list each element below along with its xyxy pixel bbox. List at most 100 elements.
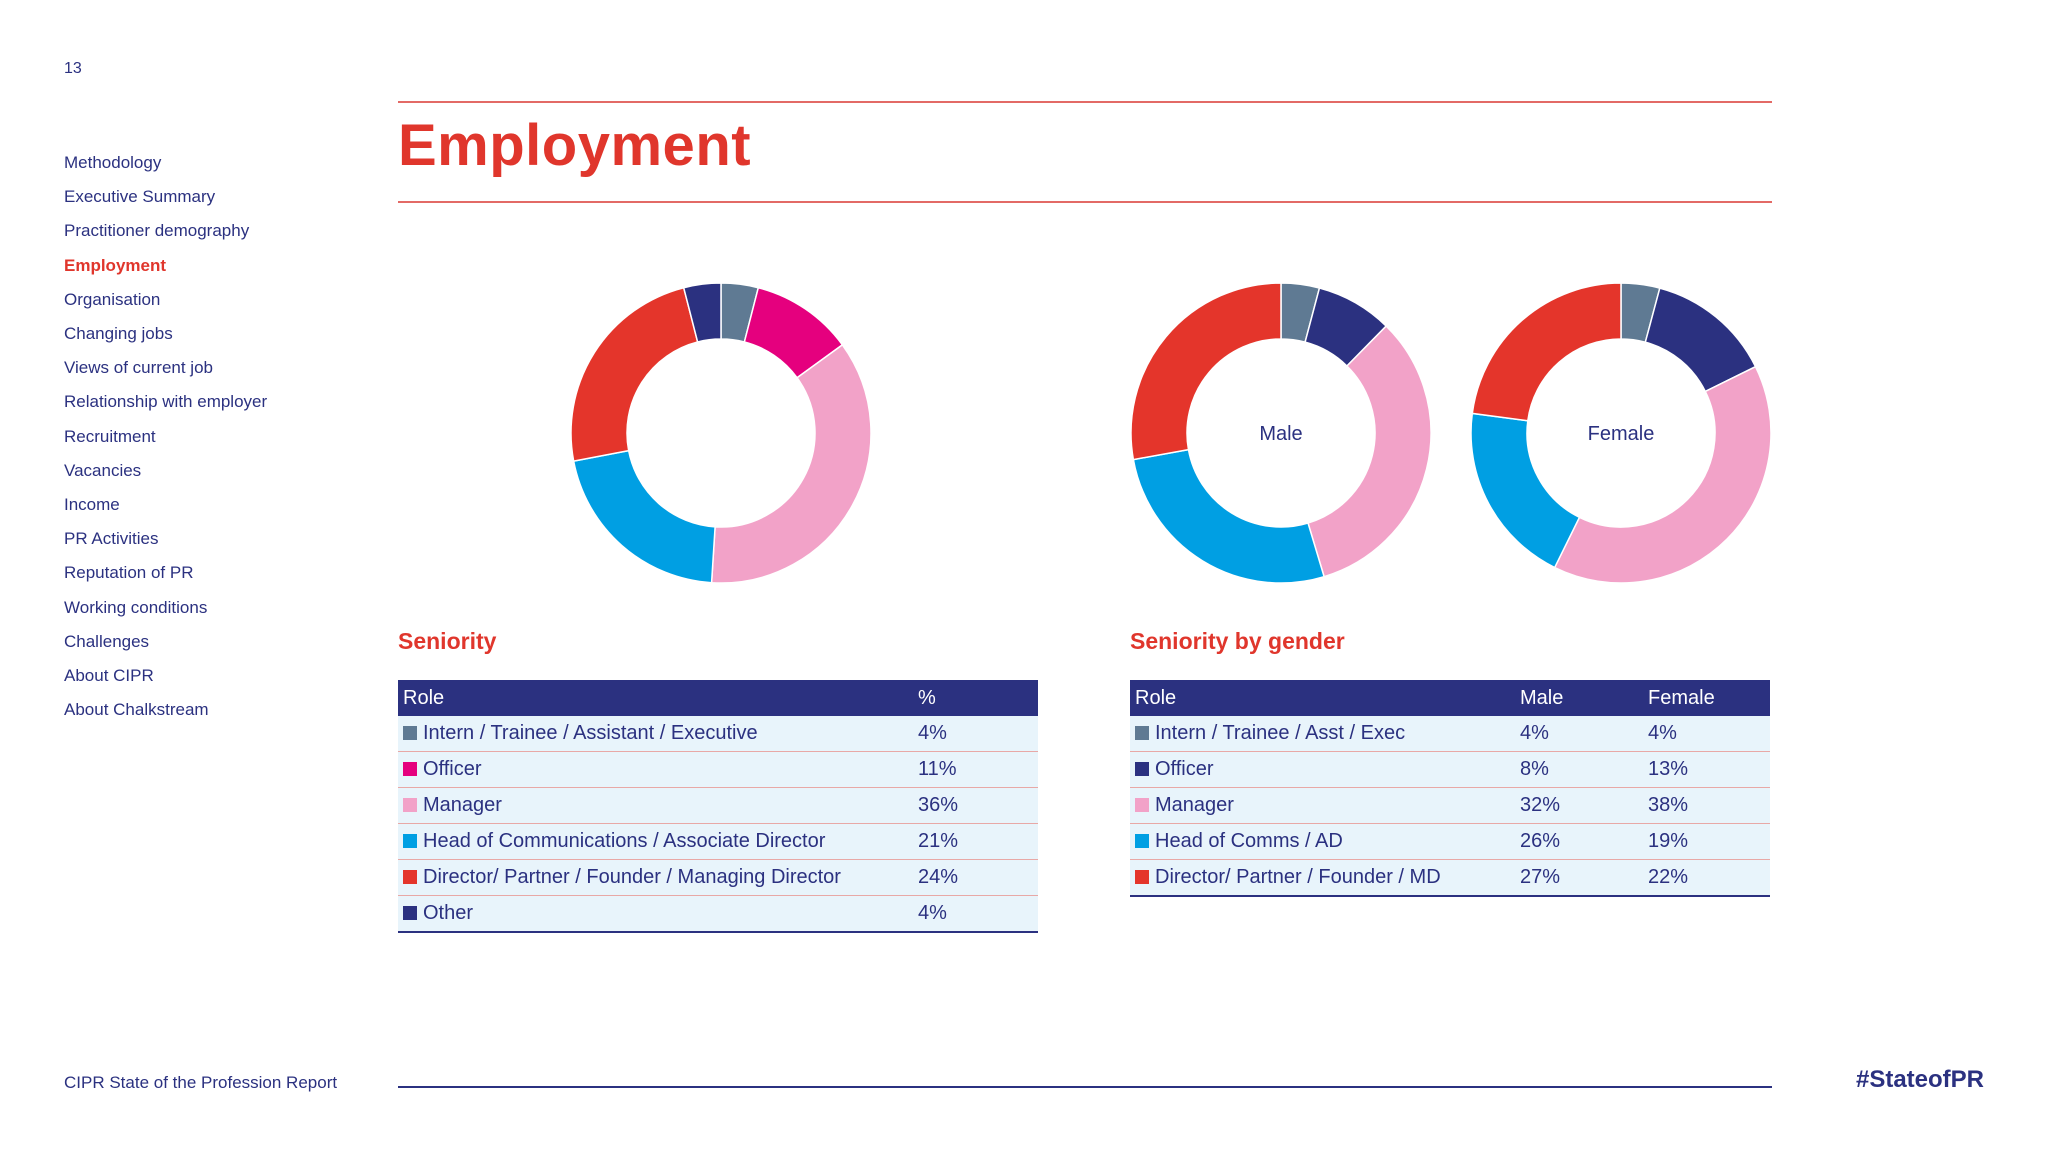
male-cell: 27%	[1515, 859, 1643, 897]
role-cell: Officer	[398, 751, 913, 788]
role-label: Manager	[423, 794, 502, 816]
seniority-donut-chart	[567, 279, 875, 587]
nav-item-methodology[interactable]: Methodology	[64, 153, 162, 172]
nav-item-challenges[interactable]: Challenges	[64, 631, 150, 651]
nav-item-executive-summary[interactable]: Executive Summary	[64, 187, 216, 207]
percent-cell: 11%	[913, 751, 1038, 788]
nav-item-about-chalkstream[interactable]: About Chalkstream	[64, 700, 209, 720]
female-cell: 13%	[1643, 751, 1770, 788]
header-role: Role	[398, 680, 913, 716]
male-donut-chart: Male	[1127, 279, 1435, 587]
nav-item-views-of-current-job[interactable]: Views of current job	[64, 358, 213, 378]
page-title: Employment	[398, 113, 752, 178]
nav-item-changing-jobs[interactable]: Changing jobs	[64, 324, 173, 344]
table-row: Head of Communications / Associate Direc…	[398, 823, 1038, 860]
female-cell: 38%	[1643, 787, 1770, 824]
role-label: Officer	[1155, 758, 1214, 780]
female-cell: 4%	[1643, 716, 1770, 752]
legend-swatch	[1135, 834, 1149, 848]
legend-swatch	[403, 870, 417, 884]
female-slice-head-of-comms-ad	[1470, 412, 1581, 569]
nav-item-vacancies[interactable]: Vacancies	[64, 460, 142, 480]
seniority-by-gender-table: Role Male Female Intern / Trainee / Asst…	[1130, 680, 1770, 897]
table-row: Manager 32% 38%	[1130, 787, 1770, 824]
role-label: Director/ Partner / Founder / MD	[1155, 866, 1441, 888]
male-slice-head-of-comms-ad	[1132, 448, 1326, 584]
male-donut-svg: Male	[1130, 282, 1432, 584]
role-cell: Intern / Trainee / Assistant / Executive	[398, 716, 913, 752]
footer-rule	[398, 1086, 1772, 1088]
role-label: Intern / Trainee / Assistant / Executive	[423, 722, 758, 744]
nav-item-practitioner-demography[interactable]: Practitioner demography	[64, 221, 250, 241]
nav-item-employment[interactable]: Employment	[64, 255, 167, 275]
role-label: Officer	[423, 758, 482, 780]
role-label: Other	[423, 902, 474, 924]
legend-swatch	[403, 798, 417, 812]
percent-cell: 24%	[913, 859, 1038, 896]
nav-item-organisation[interactable]: Organisation	[64, 289, 161, 309]
header-male: Male	[1515, 680, 1643, 716]
role-cell: Manager	[398, 787, 913, 824]
legend-swatch	[403, 762, 417, 776]
table-row: Manager 36%	[398, 787, 1038, 824]
table-row: Other 4%	[398, 895, 1038, 933]
header-percent: %	[913, 680, 1038, 716]
seniority-table-header: Role %	[398, 680, 1038, 716]
title-bottom-rule	[398, 201, 1772, 203]
footer-report-name: CIPR State of the Profession Report	[64, 1073, 338, 1092]
seniority-donut-svg	[570, 282, 872, 584]
legend-swatch	[1135, 798, 1149, 812]
nav-item-pr-activities[interactable]: PR Activities	[64, 529, 159, 549]
role-cell: Intern / Trainee / Asst / Exec	[1130, 716, 1515, 752]
female-donut-chart: Female	[1467, 279, 1775, 587]
seniority-slice-head-of-communications-associate-director	[572, 449, 716, 584]
footer-hashtag[interactable]: #StateofPR	[1855, 1066, 1984, 1093]
page-number: 13	[64, 60, 82, 77]
nav-item-about-cipr[interactable]: About CIPR	[64, 666, 154, 686]
nav-item-relationship-with-employer[interactable]: Relationship with employer	[64, 392, 268, 412]
female-cell: 19%	[1643, 823, 1770, 860]
table-row: Intern / Trainee / Asst / Exec 4% 4%	[1130, 716, 1770, 752]
role-label: Head of Comms / AD	[1155, 830, 1343, 852]
title-top-rule	[398, 101, 1772, 103]
seniority-heading: Seniority	[398, 628, 497, 654]
legend-swatch	[403, 906, 417, 920]
nav-item-income[interactable]: Income	[64, 495, 120, 515]
nav-item-recruitment[interactable]: Recruitment	[64, 426, 156, 446]
nav-item-reputation-of-pr[interactable]: Reputation of PR	[64, 563, 194, 583]
male-cell: 4%	[1515, 716, 1643, 752]
female-donut-svg: Female	[1470, 282, 1772, 584]
role-label: Intern / Trainee / Asst / Exec	[1155, 722, 1406, 744]
section-nav: Methodology Executive Summary Practition…	[64, 146, 267, 727]
role-label: Director/ Partner / Founder / Managing D…	[423, 866, 841, 888]
legend-swatch	[403, 834, 417, 848]
role-cell: Manager	[1130, 787, 1515, 824]
table-row: Officer 11%	[398, 751, 1038, 788]
seniority-by-gender-heading: Seniority by gender	[1130, 628, 1345, 654]
percent-cell: 36%	[913, 787, 1038, 824]
role-cell: Head of Comms / AD	[1130, 823, 1515, 860]
header-role: Role	[1130, 680, 1515, 716]
female-cell: 22%	[1643, 859, 1770, 897]
table-row: Intern / Trainee / Assistant / Executive…	[398, 716, 1038, 752]
gender-table-header: Role Male Female	[1130, 680, 1770, 716]
legend-swatch	[1135, 870, 1149, 884]
table-row: Director/ Partner / Founder / MD 27% 22%	[1130, 859, 1770, 897]
seniority-table: Role % Intern / Trainee / Assistant / Ex…	[398, 680, 1038, 933]
table-row: Officer 8% 13%	[1130, 751, 1770, 788]
header-female: Female	[1643, 680, 1770, 716]
male-cell: 26%	[1515, 823, 1643, 860]
seniority-slice-director-partner-founder-managing-director	[570, 286, 699, 462]
role-cell: Other	[398, 895, 913, 933]
female-slice-director-partner-founder-md	[1471, 282, 1622, 422]
seniority-slice-manager	[710, 343, 872, 584]
role-cell: Director/ Partner / Founder / Managing D…	[398, 859, 913, 896]
female-slice-manager	[1553, 365, 1772, 584]
role-cell: Director/ Partner / Founder / MD	[1130, 859, 1515, 897]
table-row: Head of Comms / AD 26% 19%	[1130, 823, 1770, 860]
legend-swatch	[1135, 762, 1149, 776]
role-cell: Officer	[1130, 751, 1515, 788]
seniority-slice-other	[682, 282, 722, 343]
nav-item-working-conditions[interactable]: Working conditions	[64, 597, 208, 617]
legend-swatch	[403, 726, 417, 740]
